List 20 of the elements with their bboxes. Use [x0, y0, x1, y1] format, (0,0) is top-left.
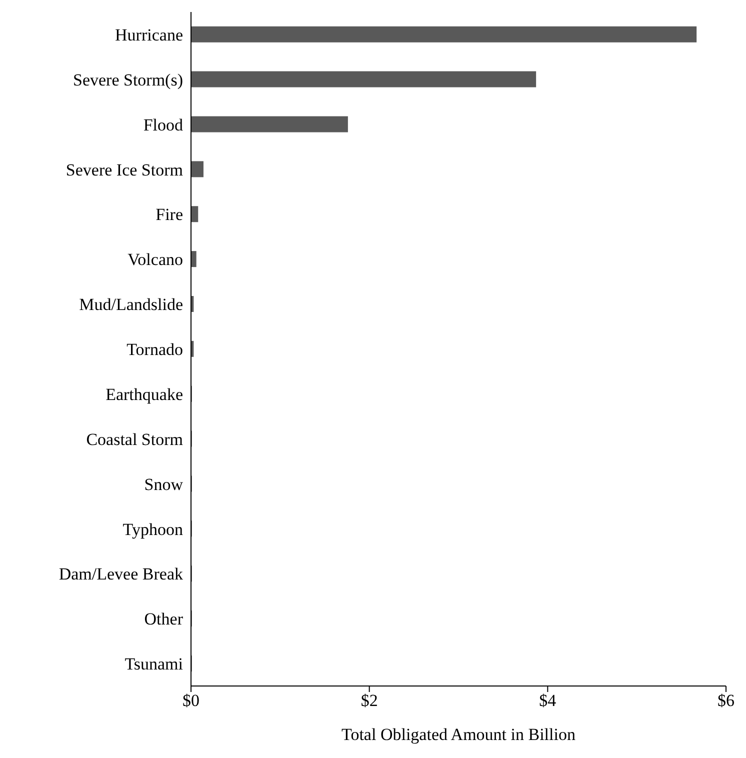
- y-tick-label: Tsunami: [124, 654, 184, 674]
- y-tick-label: Severe Ice Storm: [66, 160, 183, 180]
- x-tick-label: $6: [718, 691, 734, 710]
- y-tick-label: Flood: [143, 115, 184, 134]
- x-axis-title: Total Obligated Amount in Billion: [342, 725, 576, 744]
- y-tick-label: Snow: [144, 474, 184, 494]
- y-tick-label: Typhoon: [122, 520, 184, 539]
- y-tick-label: Tornado: [126, 340, 183, 360]
- x-tick-label: $4: [539, 691, 557, 710]
- y-tick-label: Earthquake: [106, 384, 183, 404]
- y-tick-label: Fire: [156, 205, 183, 224]
- y-tick-label: Volcano: [128, 250, 183, 270]
- y-tick-label: Dam/Levee Break: [58, 564, 184, 584]
- y-tick-label: Other: [144, 610, 184, 629]
- y-tick-label: Coastal Storm: [86, 430, 183, 449]
- y-tick-label: Hurricane: [115, 26, 183, 44]
- x-tick-label: $0: [182, 691, 200, 710]
- y-tick-label: Severe Storm(s): [72, 70, 183, 90]
- x-tick-label: $2: [360, 691, 378, 710]
- y-tick-label: Mud/Landslide: [79, 295, 183, 314]
